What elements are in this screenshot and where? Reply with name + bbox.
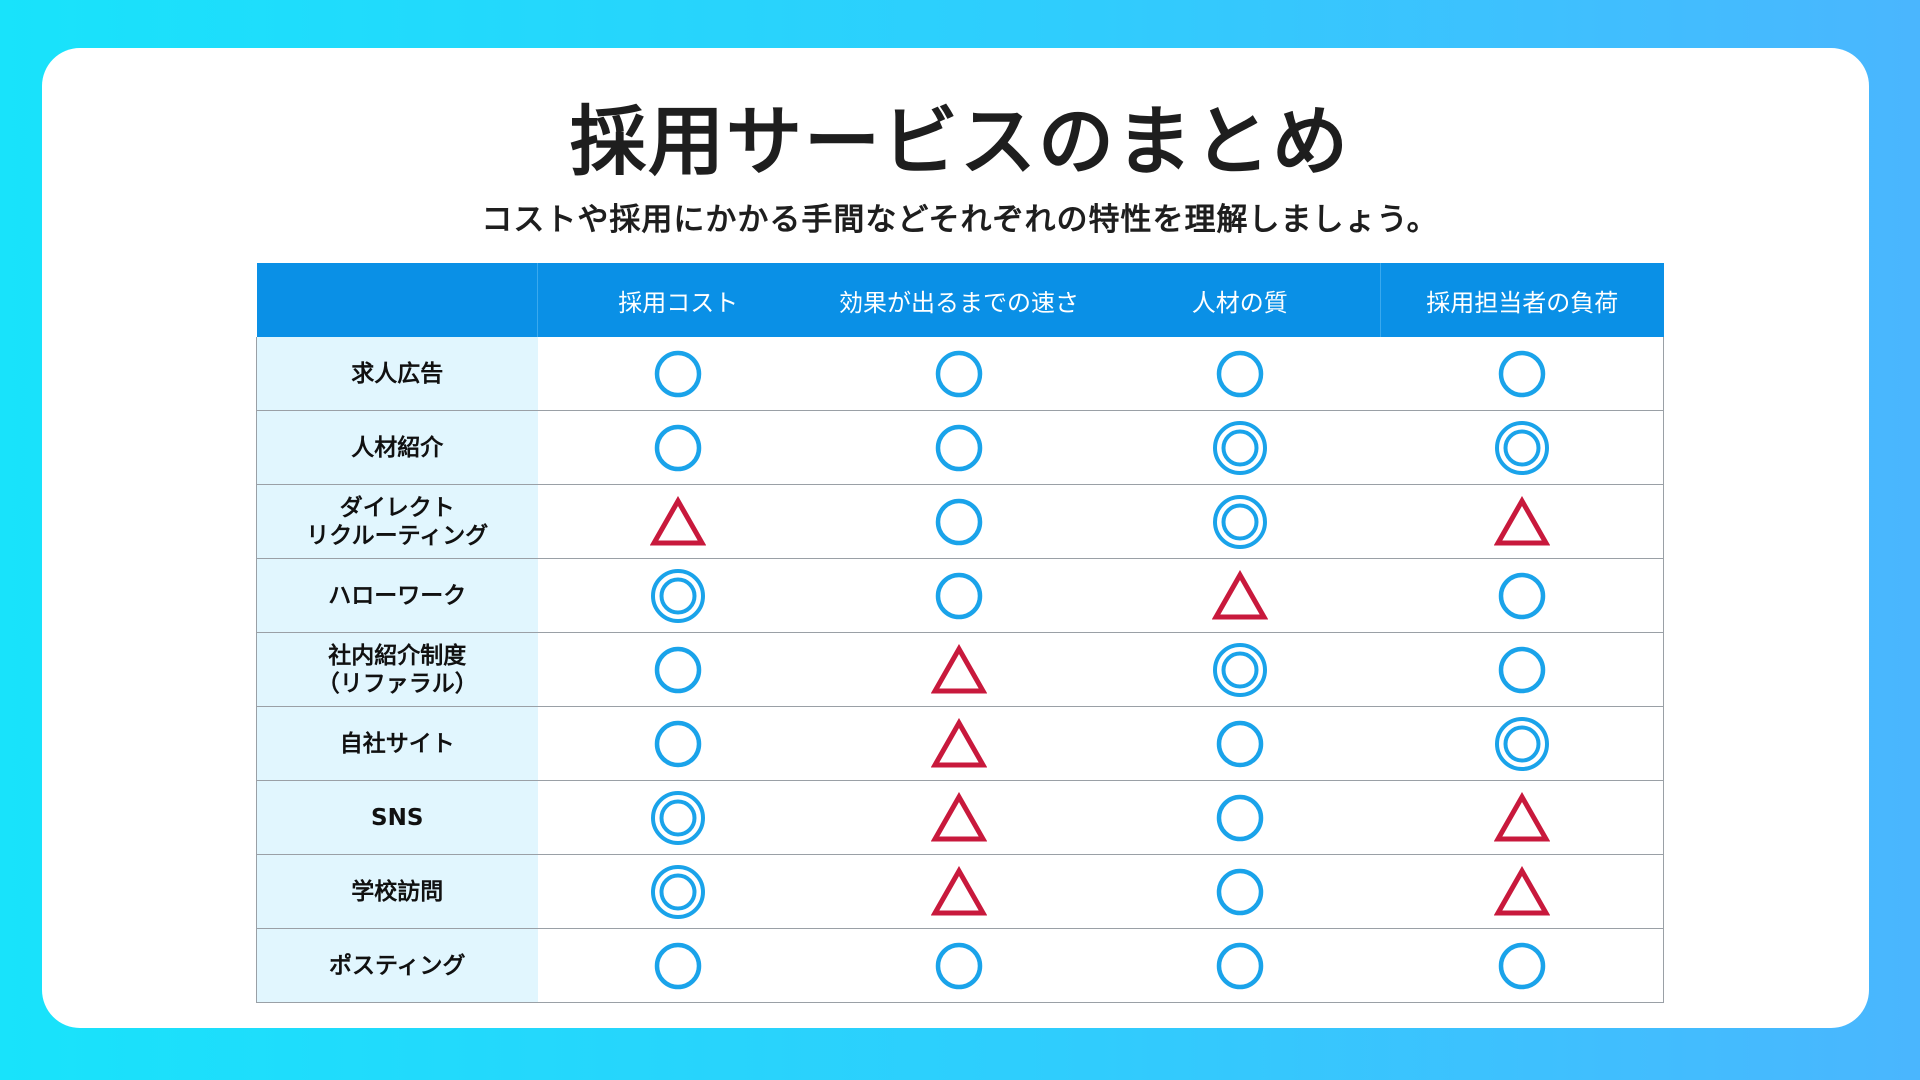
circle-mark-icon	[1496, 348, 1548, 400]
table-row: 求人広告	[256, 337, 1664, 411]
mark-cell	[537, 928, 819, 1003]
mark-cell	[1099, 928, 1381, 1003]
mark-cell	[818, 706, 1100, 781]
table-row: ダイレクト リクルーティング	[256, 484, 1664, 559]
mark-cell	[537, 706, 819, 781]
row-label: 求人広告	[256, 337, 538, 411]
triangle-mark-icon	[1212, 569, 1268, 622]
table-row: 学校訪問	[256, 854, 1664, 929]
row-label: 社内紹介制度 （リファラル）	[256, 632, 538, 707]
mark-cell	[818, 337, 1100, 411]
mark-cell	[1099, 632, 1381, 707]
circle-mark-icon	[933, 348, 985, 400]
double-circle-mark-icon	[650, 790, 706, 846]
mark-cell	[1380, 410, 1664, 485]
row-label: ポスティング	[256, 928, 538, 1003]
header-cell-workload: 採用担当者の負荷	[1380, 263, 1664, 337]
circle-mark-icon	[1496, 570, 1548, 622]
triangle-mark-icon	[650, 495, 706, 548]
header-cell-empty	[256, 263, 538, 337]
circle-mark-icon	[652, 940, 704, 992]
mark-cell	[1099, 484, 1381, 559]
comparison-table: 採用コスト 効果が出るまでの速さ 人材の質 採用担当者の負荷 求人広告 人材紹介ダ…	[256, 263, 1664, 1003]
mark-cell	[1380, 632, 1664, 707]
triangle-mark-icon	[1493, 865, 1550, 918]
row-label: ダイレクト リクルーティング	[256, 484, 538, 559]
double-circle-mark-icon	[1212, 420, 1268, 476]
mark-cell	[537, 780, 819, 855]
page-title: 採用サービスのまとめ	[570, 97, 1350, 186]
page-subtitle: コストや採用にかかる手間などそれぞれの特性を理解しましょう。	[481, 202, 1439, 238]
mark-cell	[818, 558, 1100, 633]
mark-cell	[1099, 706, 1381, 781]
circle-mark-icon	[1214, 718, 1266, 770]
circle-mark-icon	[1496, 644, 1548, 696]
mark-cell	[1380, 337, 1664, 411]
triangle-mark-icon	[931, 643, 987, 696]
mark-cell	[818, 484, 1100, 559]
header-cell-cost: 採用コスト	[537, 263, 819, 337]
mark-cell	[537, 632, 819, 707]
circle-mark-icon	[1214, 866, 1266, 918]
mark-cell	[818, 780, 1100, 855]
mark-cell	[537, 854, 819, 929]
triangle-mark-icon	[931, 791, 987, 844]
mark-cell	[818, 928, 1100, 1003]
circle-mark-icon	[1214, 348, 1266, 400]
double-circle-mark-icon	[1494, 716, 1550, 772]
triangle-mark-icon	[931, 717, 987, 770]
triangle-mark-icon	[1493, 495, 1550, 548]
circle-mark-icon	[933, 940, 985, 992]
double-circle-mark-icon	[1212, 642, 1268, 698]
table-row: ポスティング	[256, 928, 1664, 1003]
double-circle-mark-icon	[1212, 494, 1268, 550]
triangle-mark-icon	[931, 865, 987, 918]
triangle-mark-icon	[1493, 791, 1550, 844]
mark-cell	[1380, 484, 1664, 559]
mark-cell	[1380, 854, 1664, 929]
circle-mark-icon	[652, 644, 704, 696]
header-cell-speed: 効果が出るまでの速さ	[818, 263, 1100, 337]
circle-mark-icon	[933, 422, 985, 474]
circle-mark-icon	[652, 718, 704, 770]
mark-cell	[1380, 928, 1664, 1003]
mark-cell	[537, 337, 819, 411]
mark-cell	[1380, 706, 1664, 781]
header-cell-quality: 人材の質	[1099, 263, 1381, 337]
table-row: ハローワーク	[256, 558, 1664, 633]
table-row: 社内紹介制度 （リファラル）	[256, 632, 1664, 707]
double-circle-mark-icon	[650, 864, 706, 920]
mark-cell	[818, 410, 1100, 485]
table-row: SNS	[256, 780, 1664, 855]
circle-mark-icon	[652, 348, 704, 400]
mark-cell	[537, 484, 819, 559]
mark-cell	[1099, 780, 1381, 855]
row-label: SNS	[256, 780, 538, 855]
mark-cell	[1099, 337, 1381, 411]
table-row: 自社サイト	[256, 706, 1664, 781]
double-circle-mark-icon	[1494, 420, 1550, 476]
mark-cell	[1380, 558, 1664, 633]
row-label: 学校訪問	[256, 854, 538, 929]
mark-cell	[1380, 780, 1664, 855]
mark-cell	[818, 632, 1100, 707]
double-circle-mark-icon	[650, 568, 706, 624]
mark-cell	[818, 854, 1100, 929]
mark-cell	[1099, 410, 1381, 485]
mark-cell	[1099, 854, 1381, 929]
circle-mark-icon	[652, 422, 704, 474]
row-label: 人材紹介	[256, 410, 538, 485]
circle-mark-icon	[933, 496, 985, 548]
table-header-row: 採用コスト 効果が出るまでの速さ 人材の質 採用担当者の負荷	[256, 263, 1664, 337]
circle-mark-icon	[1214, 940, 1266, 992]
mark-cell	[1099, 558, 1381, 633]
circle-mark-icon	[933, 570, 985, 622]
circle-mark-icon	[1496, 940, 1548, 992]
row-label: 自社サイト	[256, 706, 538, 781]
mark-cell	[537, 558, 819, 633]
circle-mark-icon	[1214, 792, 1266, 844]
table-row: 人材紹介	[256, 410, 1664, 485]
row-label: ハローワーク	[256, 558, 538, 633]
mark-cell	[537, 410, 819, 485]
